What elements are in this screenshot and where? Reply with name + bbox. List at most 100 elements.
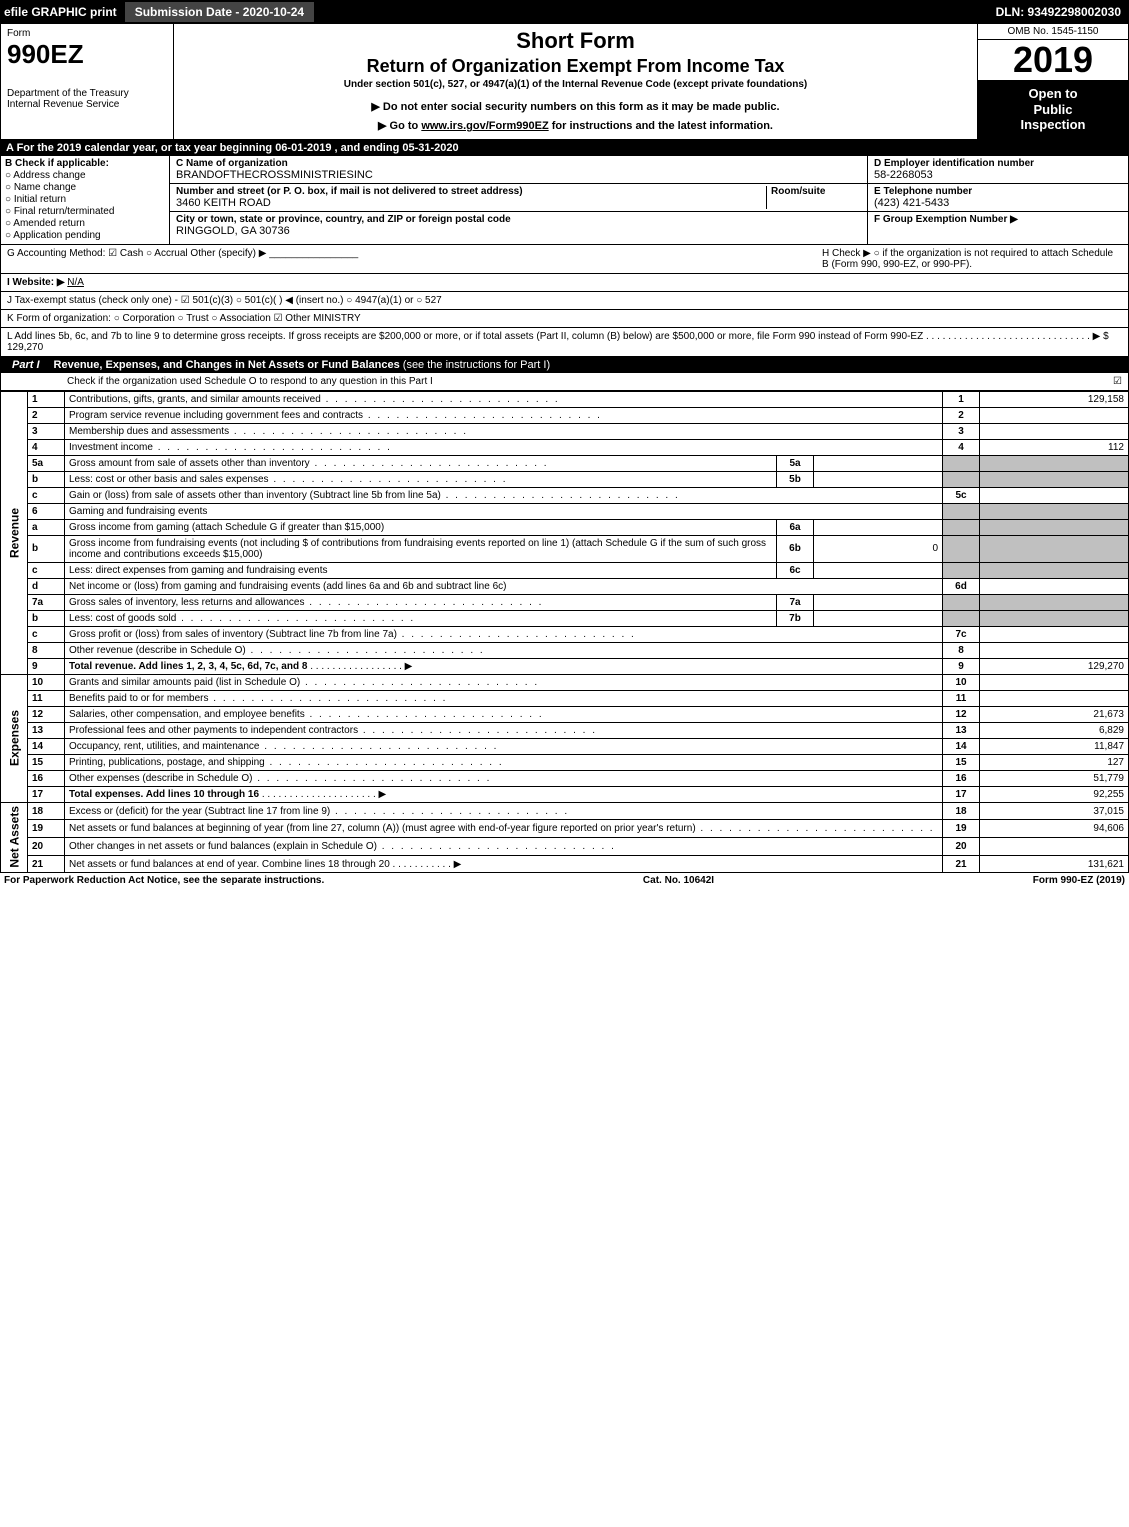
b-item[interactable]: Amended return xyxy=(5,218,165,229)
line-no: 2 xyxy=(943,407,980,423)
desc: Less: direct expenses from gaming and fu… xyxy=(69,565,327,576)
line-no: 3 xyxy=(943,423,980,439)
amount xyxy=(980,407,1129,423)
table-row: b Less: cost of goods sold 7b xyxy=(1,610,1129,626)
desc: Net assets or fund balances at beginning… xyxy=(69,823,935,834)
line-no: 21 xyxy=(943,855,980,873)
amount: 94,606 xyxy=(980,820,1129,838)
b-item[interactable]: Application pending xyxy=(5,230,165,241)
website-value: N/A xyxy=(67,277,84,288)
street-row: Number and street (or P. O. box, if mail… xyxy=(170,184,867,212)
check-o-box[interactable]: ☑ xyxy=(1113,376,1122,387)
table-row: 6 Gaming and fundraising events xyxy=(1,503,1129,519)
amount xyxy=(980,578,1129,594)
ln-num: 15 xyxy=(28,754,65,770)
table-row: b Gross income from fundraising events (… xyxy=(1,535,1129,562)
mid-num: 7a xyxy=(777,594,814,610)
ln-num: 19 xyxy=(28,820,65,838)
table-row: 5a Gross amount from sale of assets othe… xyxy=(1,455,1129,471)
line-no: 11 xyxy=(943,690,980,706)
ein-value: 58-2268053 xyxy=(874,169,1122,181)
omb-number: OMB No. 1545-1150 xyxy=(978,24,1128,40)
desc: Salaries, other compensation, and employ… xyxy=(69,709,544,720)
open-public-box: Open to Public Inspection xyxy=(978,80,1128,139)
table-row: 11 Benefits paid to or for members 11 xyxy=(1,690,1129,706)
tax-year: 2019 xyxy=(978,40,1128,80)
ln-num: 5a xyxy=(28,455,65,471)
line-no xyxy=(943,610,980,626)
ln-num: 14 xyxy=(28,738,65,754)
amount: 92,255 xyxy=(980,786,1129,802)
amount xyxy=(980,487,1129,503)
line-no: 4 xyxy=(943,439,980,455)
submission-date-box: Submission Date - 2020-10-24 xyxy=(125,2,314,22)
f-row: F Group Exemption Number ▶ xyxy=(868,212,1128,227)
part1-title: Revenue, Expenses, and Changes in Net As… xyxy=(54,359,400,371)
table-row: 7a Gross sales of inventory, less return… xyxy=(1,594,1129,610)
line-no: 5c xyxy=(943,487,980,503)
city-row: City or town, state or province, country… xyxy=(170,212,867,239)
under-section: Under section 501(c), 527, or 4947(a)(1)… xyxy=(182,79,969,90)
desc: Excess or (deficit) for the year (Subtra… xyxy=(69,806,569,817)
table-row: 12 Salaries, other compensation, and emp… xyxy=(1,706,1129,722)
ln-num: 17 xyxy=(28,786,65,802)
line-no xyxy=(943,455,980,471)
efile-label: efile GRAPHIC print xyxy=(4,5,117,19)
section-b: B Check if applicable: Address change Na… xyxy=(1,156,170,244)
form-label: Form xyxy=(7,28,167,39)
goto-link[interactable]: www.irs.gov/Form990EZ xyxy=(421,120,548,132)
amount: 129,158 xyxy=(980,391,1129,407)
ln-num: c xyxy=(28,626,65,642)
amount: 6,829 xyxy=(980,722,1129,738)
desc: Occupancy, rent, utilities, and maintena… xyxy=(69,741,498,752)
b-item[interactable]: Address change xyxy=(5,170,165,181)
table-row: c Less: direct expenses from gaming and … xyxy=(1,562,1129,578)
table-row: 14 Occupancy, rent, utilities, and maint… xyxy=(1,738,1129,754)
dln-label: DLN: 93492298002030 xyxy=(996,5,1121,19)
open-l1: Open to xyxy=(980,86,1126,102)
line-no xyxy=(943,535,980,562)
table-row: 16 Other expenses (describe in Schedule … xyxy=(1,770,1129,786)
short-form-title: Short Form xyxy=(182,28,969,54)
mid-val xyxy=(814,594,943,610)
g-h-line: G Accounting Method: ☑ Cash ○ Accrual Ot… xyxy=(0,245,1129,274)
b-item[interactable]: Initial return xyxy=(5,194,165,205)
line-no: 18 xyxy=(943,802,980,820)
b-item[interactable]: Final return/terminated xyxy=(5,206,165,217)
i-website-line: I Website: ▶ N/A xyxy=(0,274,1129,292)
j-tax-exempt: J Tax-exempt status (check only one) - ☑… xyxy=(0,292,1129,310)
street-value: 3460 KEITH ROAD xyxy=(176,197,271,209)
mid-val xyxy=(814,471,943,487)
ln-num: 2 xyxy=(28,407,65,423)
b-item[interactable]: Name change xyxy=(5,182,165,193)
e-row: E Telephone number (423) 421-5433 xyxy=(868,184,1128,212)
mid-val xyxy=(814,610,943,626)
line-no: 14 xyxy=(943,738,980,754)
desc: Gaming and fundraising events xyxy=(69,506,207,517)
ln-num: 6 xyxy=(28,503,65,519)
desc: Investment income xyxy=(69,442,392,453)
tax-year-bar: A For the 2019 calendar year, or tax yea… xyxy=(0,140,1129,156)
table-row: 9 Total revenue. Add lines 1, 2, 3, 4, 5… xyxy=(1,658,1129,674)
desc: Printing, publications, postage, and shi… xyxy=(69,757,504,768)
room-label: Room/suite xyxy=(771,186,825,197)
line-no: 10 xyxy=(943,674,980,690)
entity-center: C Name of organization BRANDOFTHECROSSMI… xyxy=(170,156,867,244)
desc: Gross income from gaming (attach Schedul… xyxy=(69,522,384,533)
amount: 51,779 xyxy=(980,770,1129,786)
desc: Total revenue. Add lines 1, 2, 3, 4, 5c,… xyxy=(69,661,307,672)
desc: Grants and similar amounts paid (list in… xyxy=(69,677,539,688)
amount: 131,621 xyxy=(980,855,1129,873)
amount xyxy=(980,838,1129,856)
header-right: OMB No. 1545-1150 2019 Open to Public In… xyxy=(977,24,1128,139)
table-row: 13 Professional fees and other payments … xyxy=(1,722,1129,738)
table-row: 4 Investment income 4 112 xyxy=(1,439,1129,455)
line-no: 15 xyxy=(943,754,980,770)
table-row: b Less: cost or other basis and sales ex… xyxy=(1,471,1129,487)
mid-num: 6b xyxy=(777,535,814,562)
desc: Gross income from fundraising events (no… xyxy=(69,538,766,560)
ln-num: 12 xyxy=(28,706,65,722)
ln-num: c xyxy=(28,562,65,578)
desc: Benefits paid to or for members xyxy=(69,693,447,704)
ln-num: 3 xyxy=(28,423,65,439)
